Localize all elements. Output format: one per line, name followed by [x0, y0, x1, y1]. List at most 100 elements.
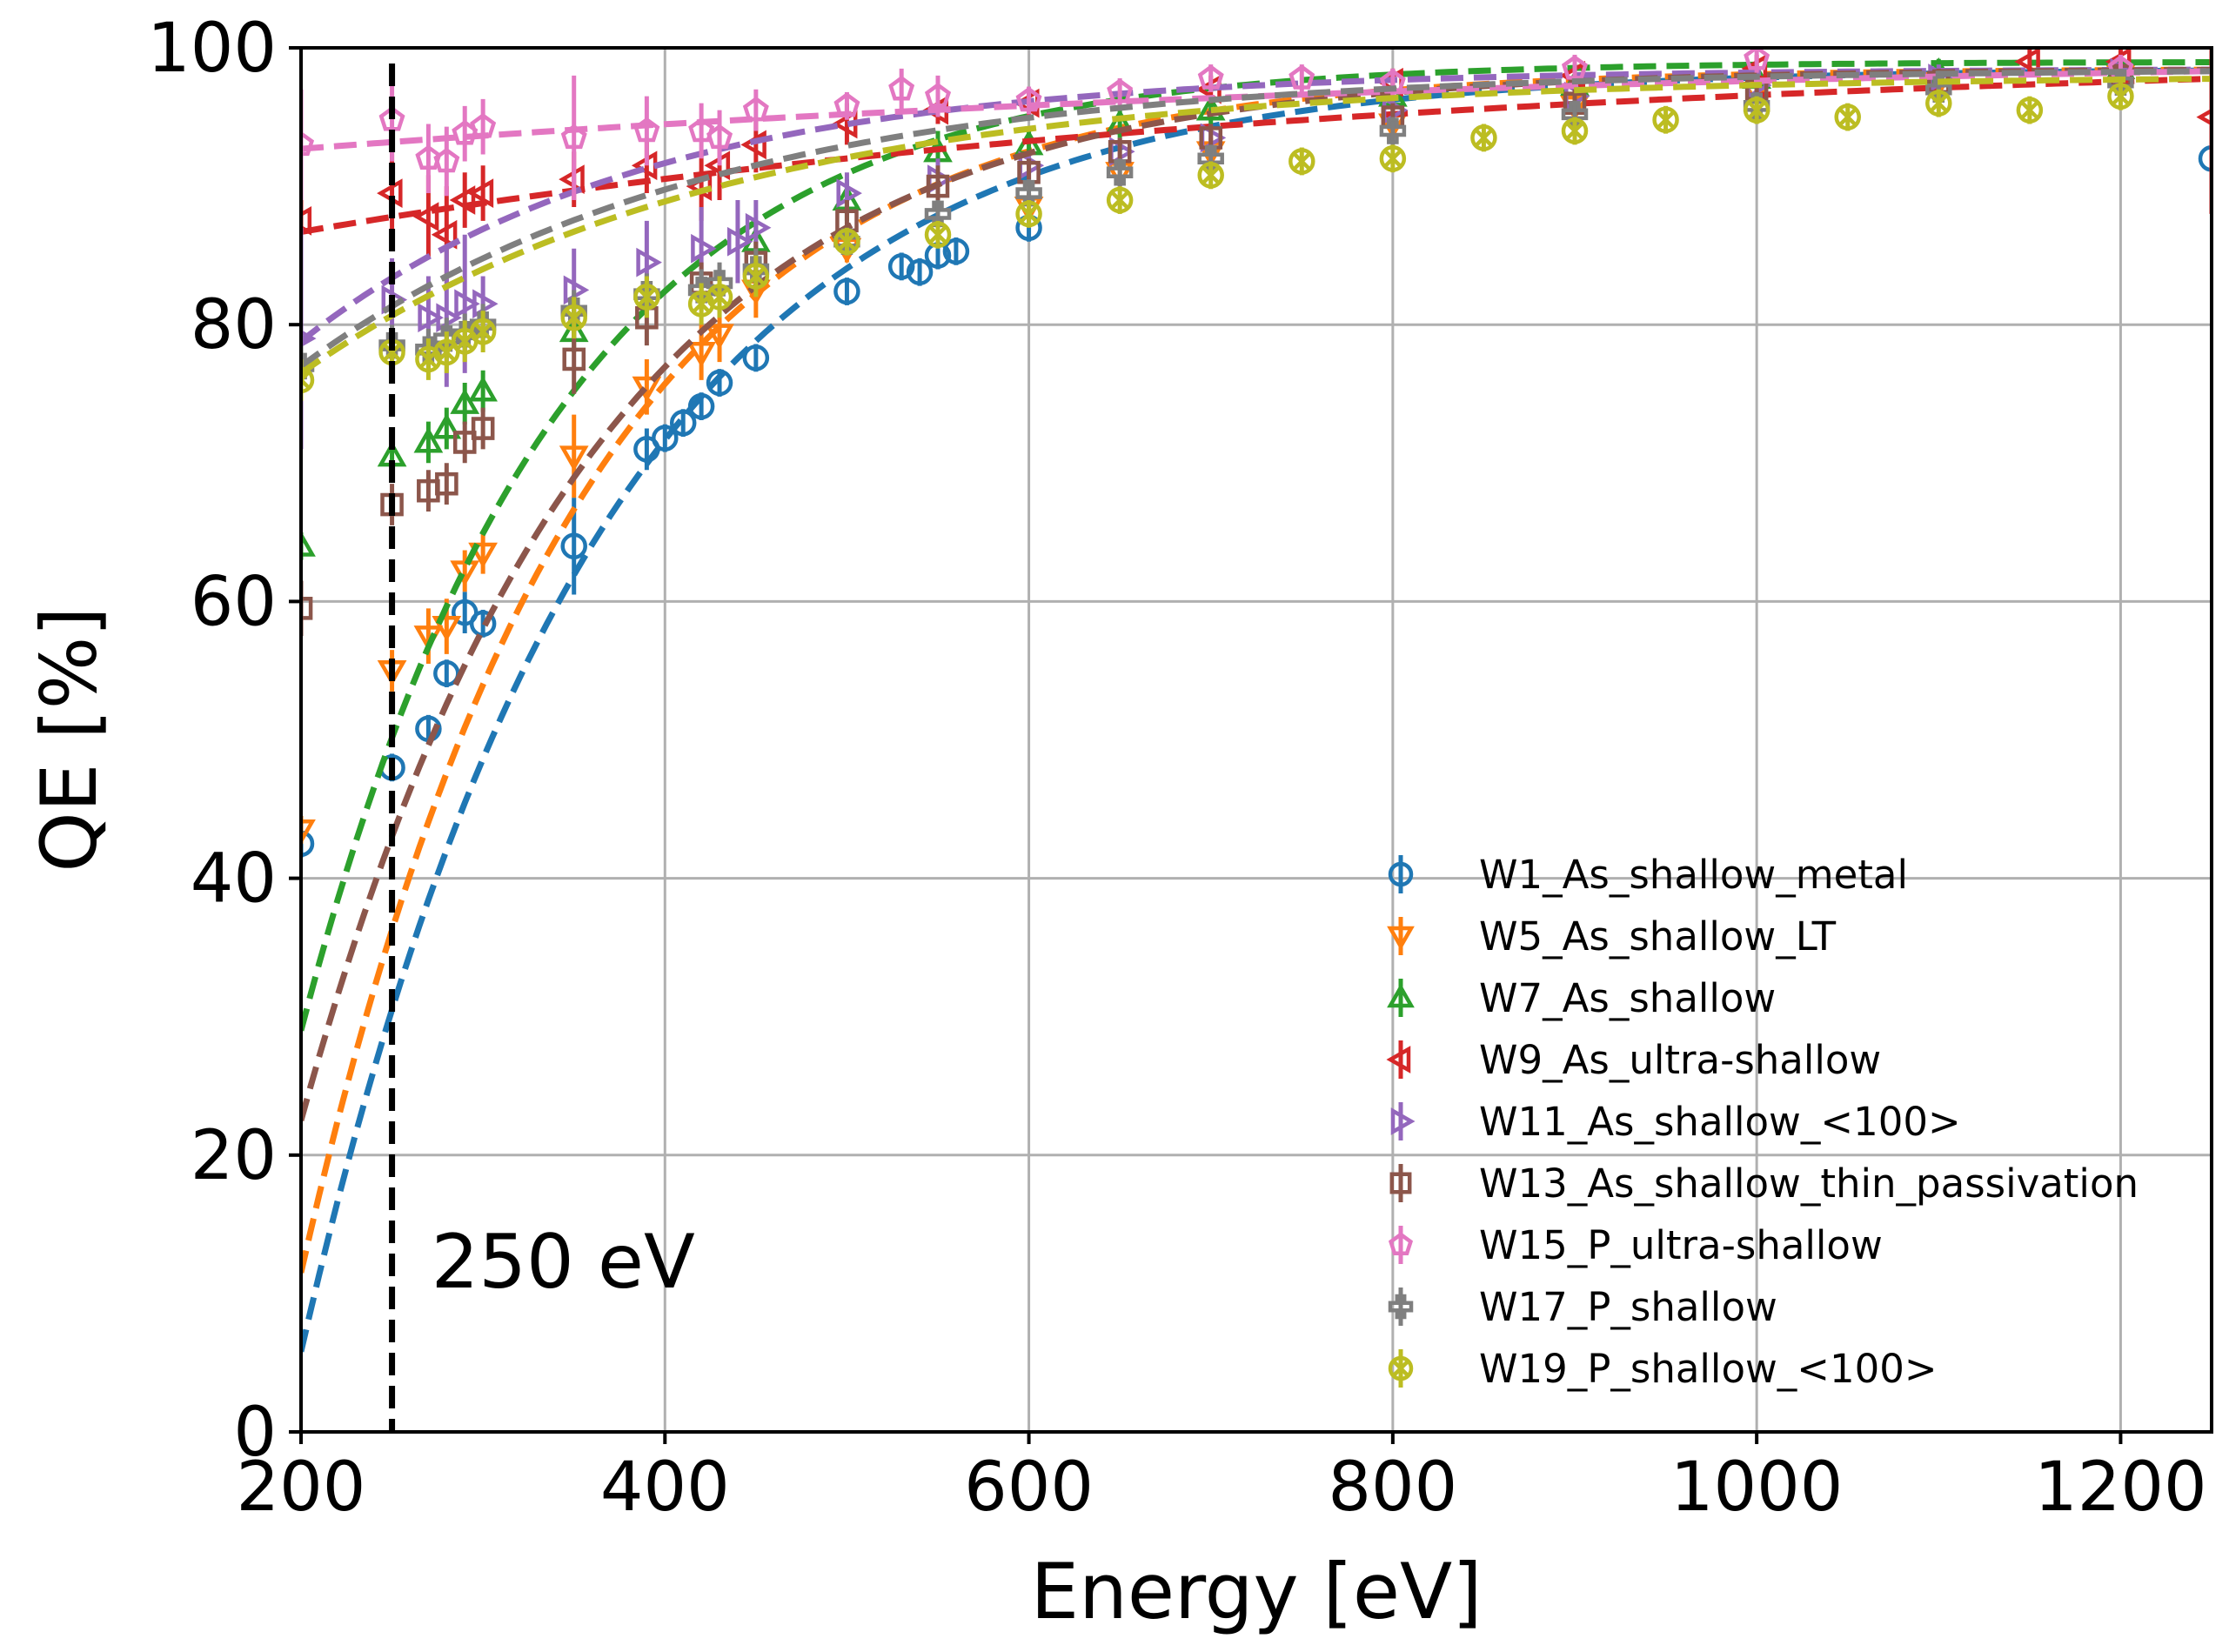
data-point	[706, 124, 733, 150]
legend-item: W7_As_shallow	[1387, 975, 1776, 1021]
annotation-layer: 250 eV	[389, 64, 695, 1432]
legend-label: W7_As_shallow	[1479, 975, 1776, 1021]
data-point	[888, 75, 915, 101]
legend-label: W13_As_shallow_thin_passivation	[1479, 1160, 2139, 1207]
data-point	[633, 284, 660, 311]
data-point	[1015, 200, 1042, 228]
legend-marker	[1388, 1294, 1414, 1320]
legend-label: W11_As_shallow_<100>	[1479, 1099, 1961, 1145]
y-tick-label: 0	[233, 1394, 277, 1472]
data-point	[652, 425, 679, 451]
legend-item: W9_As_ultra-shallow	[1386, 1037, 1881, 1083]
data-point	[1379, 117, 1407, 144]
series-9	[301, 76, 2212, 401]
data-point	[1652, 106, 1679, 133]
legend-marker	[1388, 1355, 1414, 1381]
data-point-cross	[2020, 100, 2039, 120]
data-point	[1015, 86, 1042, 112]
data-point	[1743, 97, 1770, 124]
data-point	[433, 147, 460, 173]
legend-item: W11_As_shallow_<100>	[1390, 1099, 1961, 1145]
data-point	[412, 202, 439, 231]
data-point	[1561, 117, 1589, 144]
data-point	[418, 303, 444, 333]
data-point	[2198, 145, 2212, 172]
legend-marker	[1390, 1107, 1416, 1135]
data-point	[1289, 148, 1315, 175]
legend-label: W15_P_ultra-shallow	[1479, 1222, 1883, 1268]
data-point	[706, 369, 733, 397]
x-tick-label: 800	[1328, 1448, 1457, 1527]
y-tick-label: 20	[191, 1117, 277, 1195]
legend-item: W13_As_shallow_thin_passivation	[1389, 1160, 2139, 1207]
data-point	[417, 478, 440, 503]
legend-marker	[1388, 1232, 1414, 1255]
data-point	[1834, 104, 1861, 130]
data-point	[688, 117, 715, 143]
data-point	[301, 830, 315, 858]
data-point	[1106, 158, 1134, 186]
data-point	[1743, 92, 1770, 120]
data-point-cross	[301, 371, 311, 390]
data-point	[706, 284, 733, 311]
data-point	[926, 174, 950, 198]
data-point	[906, 258, 934, 285]
data-point	[415, 144, 442, 171]
data-point-cross	[710, 287, 729, 307]
data-point	[636, 247, 662, 278]
data-point-ring	[633, 284, 660, 311]
data-point-cross	[473, 322, 492, 341]
data-point-cross	[1929, 93, 1948, 113]
series-layer	[301, 48, 2212, 1353]
data-point	[469, 610, 497, 638]
data-point	[2107, 83, 2134, 110]
data-point-cross	[1656, 110, 1676, 130]
data-point-ring	[1197, 162, 1224, 189]
data-point	[1108, 140, 1132, 164]
data-point-cross	[1202, 165, 1221, 185]
data-point	[432, 616, 462, 642]
data-point	[742, 96, 769, 122]
data-point	[1197, 64, 1224, 90]
data-point	[742, 263, 770, 290]
data-point-ring	[2016, 97, 2044, 124]
legend-item: W5_As_shallow_LT	[1387, 913, 1837, 960]
data-point	[454, 289, 480, 319]
data-point-ring	[706, 284, 733, 311]
legend-marker	[1386, 1046, 1411, 1073]
data-point-ring	[742, 263, 770, 290]
legend-marker-cross	[1392, 1360, 1409, 1377]
legend: W1_As_shallow_metal W5_As_shallow_LT W7_As…	[1386, 852, 2139, 1392]
data-point	[435, 472, 459, 496]
data-point	[449, 185, 476, 215]
data-point	[887, 253, 915, 280]
data-point-ring	[1015, 200, 1042, 228]
series-fit-line	[301, 67, 2212, 1353]
data-point-cross	[1383, 149, 1402, 168]
y-axis-title: QE [%]	[24, 606, 114, 872]
data-point-cross	[928, 225, 947, 244]
data-point-cross	[1747, 100, 1766, 120]
data-point	[633, 117, 660, 143]
data-point-ring	[924, 221, 952, 249]
data-point-ring	[2107, 83, 2134, 110]
data-point-cross	[437, 343, 457, 362]
ticks: 200 400 600 800 1000 1200 0 20 40 60 80 100	[147, 10, 2207, 1527]
plot-frame	[299, 46, 2213, 1434]
data-point	[1107, 78, 1134, 104]
data-point	[742, 344, 770, 371]
data-point	[378, 105, 405, 131]
x-tick-label: 600	[964, 1448, 1094, 1527]
data-point-ring	[1743, 97, 1770, 124]
data-point	[686, 342, 716, 368]
data-point-cross	[565, 308, 584, 327]
data-point-cross	[837, 232, 857, 251]
data-point	[467, 178, 494, 208]
data-point	[468, 542, 498, 569]
series-fit-line	[301, 68, 2212, 369]
data-point	[687, 392, 715, 420]
data-point-cross	[1838, 107, 1858, 127]
data-point	[2014, 48, 2040, 77]
data-point-ring	[301, 366, 315, 394]
data-point-cross	[746, 266, 766, 286]
